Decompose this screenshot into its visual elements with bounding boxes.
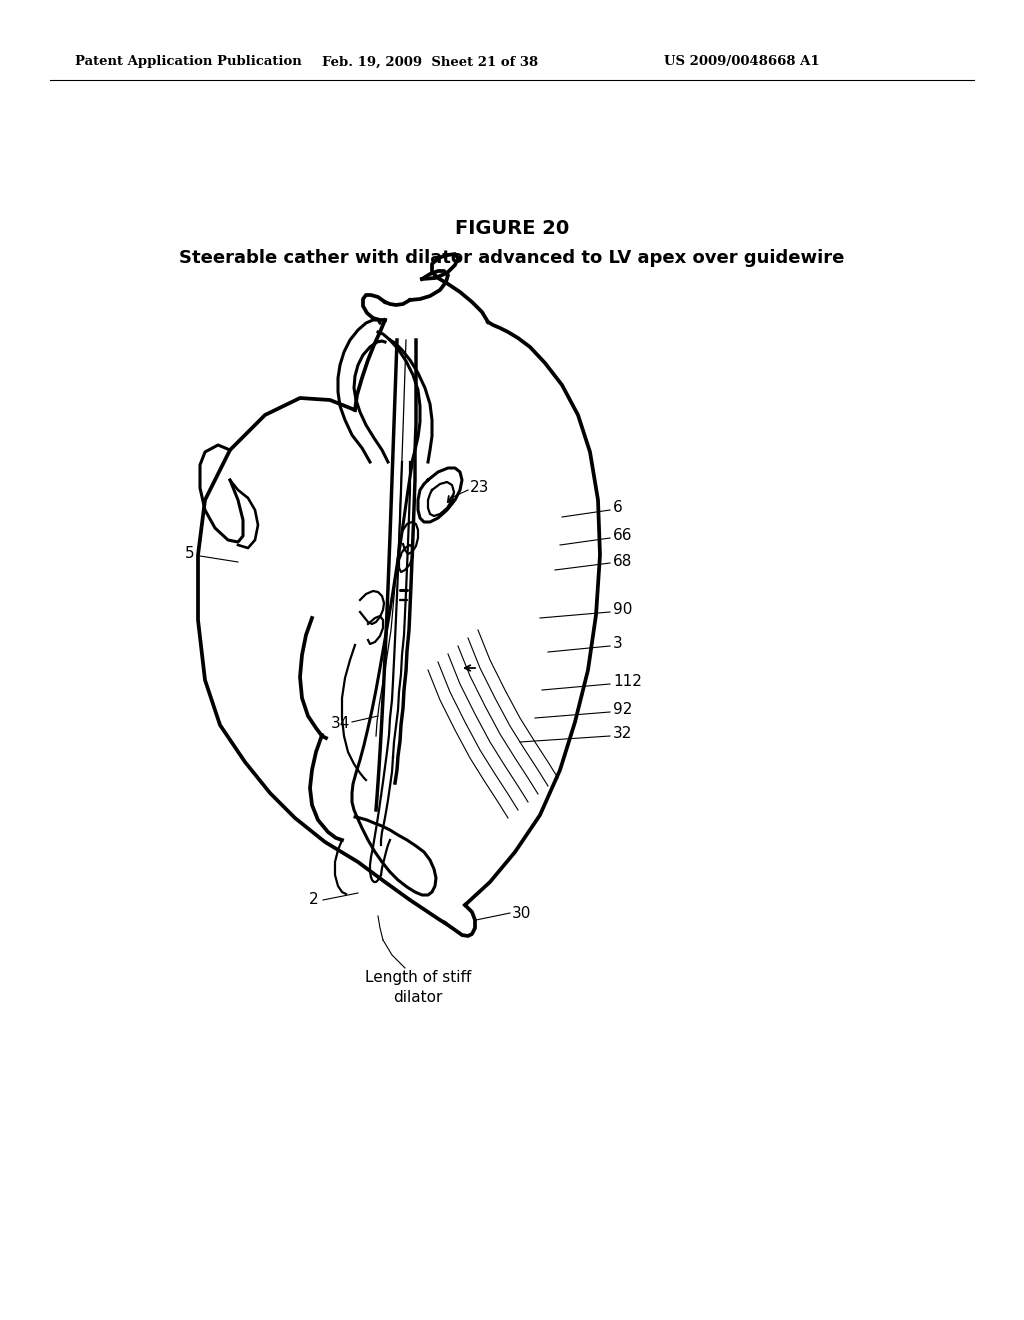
- Text: 2: 2: [308, 892, 318, 908]
- Text: Length of stiff
dilator: Length of stiff dilator: [365, 970, 471, 1005]
- Text: Patent Application Publication: Patent Application Publication: [75, 55, 302, 69]
- Text: 66: 66: [613, 528, 633, 544]
- Text: 34: 34: [331, 717, 350, 731]
- Text: US 2009/0048668 A1: US 2009/0048668 A1: [665, 55, 820, 69]
- Text: 3: 3: [613, 636, 623, 652]
- Text: 112: 112: [613, 675, 642, 689]
- Text: 23: 23: [470, 480, 489, 495]
- Text: Steerable cather with dilator advanced to LV apex over guidewire: Steerable cather with dilator advanced t…: [179, 249, 845, 267]
- Text: 68: 68: [613, 553, 633, 569]
- Text: 6: 6: [613, 500, 623, 516]
- Text: FIGURE 20: FIGURE 20: [455, 219, 569, 238]
- Text: 32: 32: [613, 726, 633, 742]
- Text: 30: 30: [512, 906, 531, 920]
- Text: 5: 5: [185, 546, 195, 561]
- Text: 92: 92: [613, 702, 633, 718]
- Text: Feb. 19, 2009  Sheet 21 of 38: Feb. 19, 2009 Sheet 21 of 38: [322, 55, 538, 69]
- Text: 90: 90: [613, 602, 633, 618]
